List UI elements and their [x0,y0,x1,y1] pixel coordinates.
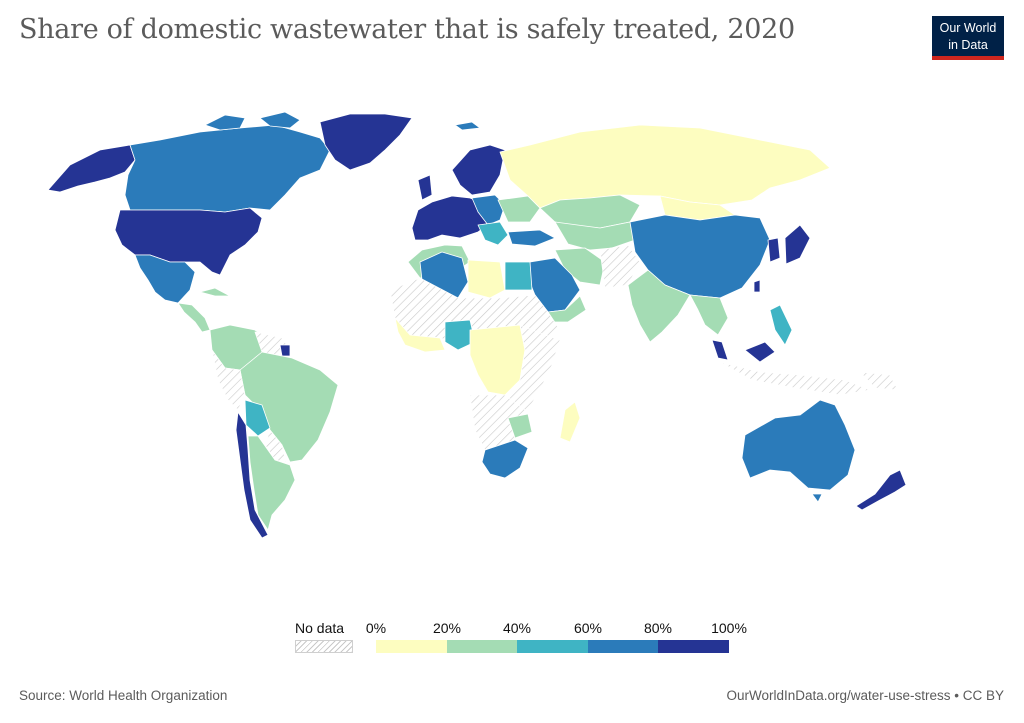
region-korea[interactable] [767,237,781,263]
legend-tick-100: 100% [711,620,747,636]
region-peru[interactable] [211,349,246,411]
region-australia[interactable] [741,399,856,491]
legend-bin-0-20[interactable] [376,640,447,653]
region-central-america[interactable] [177,302,211,333]
region-russia[interactable] [499,124,831,209]
region-egypt[interactable] [504,261,533,291]
legend-no-data-swatch[interactable] [295,640,353,653]
region-southeast-asia[interactable] [689,294,729,336]
region-mexico[interactable] [134,254,196,304]
region-libya[interactable] [467,259,506,299]
region-balkans[interactable] [477,221,509,246]
legend-color-bar [376,640,729,653]
credit-link[interactable]: OurWorldInData.org/water-use-stress • CC… [726,688,1004,703]
region-chile[interactable] [235,411,269,539]
legend-tick-0: 0% [365,620,387,636]
legend-bin-80-100[interactable] [658,640,729,653]
region-malaysia[interactable] [711,339,729,361]
region-japan[interactable] [784,224,811,265]
legend-no-data-label: No data [295,620,345,636]
region-ukraine-belarus[interactable] [497,195,541,223]
region-borneo[interactable] [744,341,776,363]
region-turkey[interactable] [507,229,556,247]
region-scandinavia[interactable] [451,144,506,196]
region-papua[interactable] [859,371,899,391]
region-zambia[interactable] [507,413,533,439]
legend-bin-20-40[interactable] [446,640,517,653]
region-bolivia[interactable] [244,399,271,437]
region-indonesia[interactable] [719,361,871,396]
region-madagascar[interactable] [559,401,581,443]
legend-tick-60: 60% [573,620,603,636]
region-philippines[interactable] [769,304,793,346]
region-south-africa[interactable] [481,439,529,479]
source-note: Source: World Health Organization [19,688,228,703]
region-nigeria[interactable] [444,319,476,351]
region-canada[interactable] [124,124,331,213]
region-alaska[interactable] [47,144,136,193]
logo-line-1: Our World [939,21,997,35]
region-canada-islands[interactable] [204,111,301,131]
logo-line-2: in Data [948,38,988,52]
region-uk[interactable] [417,174,433,201]
chart-title: Share of domestic wastewater that is saf… [19,14,795,45]
region-afghanistan-pakistan[interactable] [599,244,641,289]
region-paraguay[interactable] [264,429,287,463]
region-greenland[interactable] [319,113,413,171]
legend-tick-80: 80% [643,620,673,636]
legend-tick-20: 20% [432,620,462,636]
region-west-africa[interactable] [394,317,446,353]
region-central-asia[interactable] [554,221,636,251]
region-india[interactable] [627,269,691,343]
region-taiwan[interactable] [753,279,761,293]
world-map [47,111,907,539]
region-eastern-europe[interactable] [471,194,506,226]
legend-bin-40-60[interactable] [517,640,588,653]
legend-bin-60-80[interactable] [587,640,658,653]
region-cuba[interactable] [199,287,231,297]
region-east-africa[interactable] [507,324,561,416]
region-new-zealand[interactable] [855,469,907,511]
region-argentina[interactable] [247,435,296,531]
region-suriname[interactable] [279,344,291,357]
owid-logo[interactable]: Our World in Data [932,16,1004,60]
region-tasmania[interactable] [811,493,823,503]
legend-tick-40: 40% [502,620,532,636]
region-central-africa[interactable] [469,324,526,396]
region-iceland[interactable] [454,121,481,131]
